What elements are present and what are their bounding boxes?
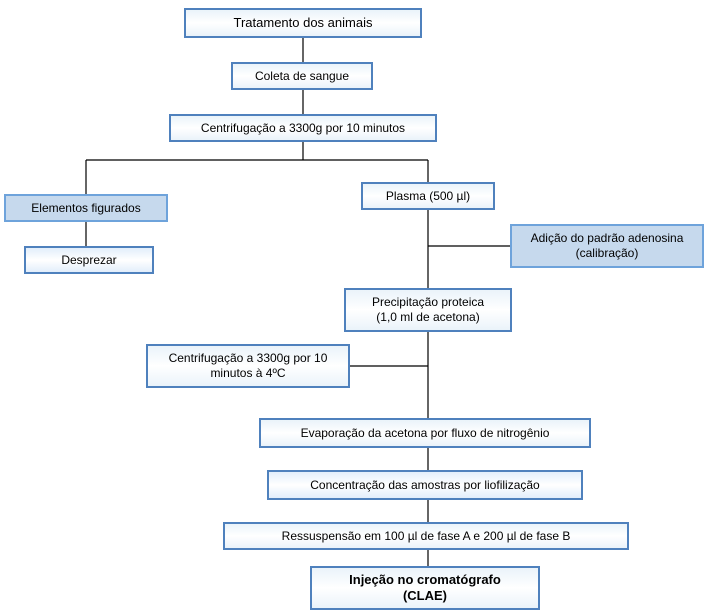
- flow-node-n2: Coleta de sangue: [231, 62, 373, 90]
- flow-node-n1: Tratamento dos animais: [184, 8, 422, 38]
- flow-node-n6: Desprezar: [24, 246, 154, 274]
- flow-node-n12: Ressuspensão em 100 µl de fase A e 200 µ…: [223, 522, 629, 550]
- flow-node-n8: Precipitação proteica(1,0 ml de acetona): [344, 288, 512, 332]
- flow-node-n3: Centrifugação a 3300g por 10 minutos: [169, 114, 437, 142]
- flow-node-n9: Centrifugação a 3300g por 10minutos à 4º…: [146, 344, 350, 388]
- flow-node-n13: Injeção no cromatógrafo(CLAE): [310, 566, 540, 610]
- flow-node-n7: Adição do padrão adenosina(calibração): [510, 224, 704, 268]
- flow-node-n4: Plasma (500 µl): [361, 182, 495, 210]
- flow-node-n11: Concentração das amostras por liofilizaç…: [267, 470, 583, 500]
- flow-node-n5: Elementos figurados: [4, 194, 168, 222]
- flow-node-n10: Evaporação da acetona por fluxo de nitro…: [259, 418, 591, 448]
